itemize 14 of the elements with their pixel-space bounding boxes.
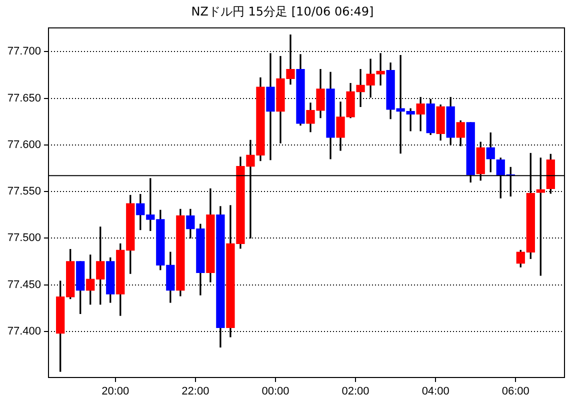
chart-title: NZドル円 15分足 [10/06 06:49] (191, 4, 374, 18)
x-tick-label: 22:00 (182, 386, 210, 398)
y-tick-label: 77.700 (7, 46, 41, 58)
y-tick-label: 77.650 (7, 92, 41, 104)
y-tick-label: 77.600 (7, 138, 41, 151)
x-tick-label: 20:00 (102, 386, 130, 398)
y-tick-label: 77.550 (7, 186, 41, 198)
y-tick-label: 77.400 (7, 325, 41, 338)
y-tick-label: 77.500 (7, 232, 41, 244)
x-tick-label: 04:00 (422, 386, 450, 398)
y-tick-label: 77.450 (7, 278, 41, 291)
x-tick-label: 02:00 (342, 386, 370, 398)
x-tick-label: 06:00 (502, 386, 530, 398)
x-tick-label: 00:00 (262, 386, 290, 398)
